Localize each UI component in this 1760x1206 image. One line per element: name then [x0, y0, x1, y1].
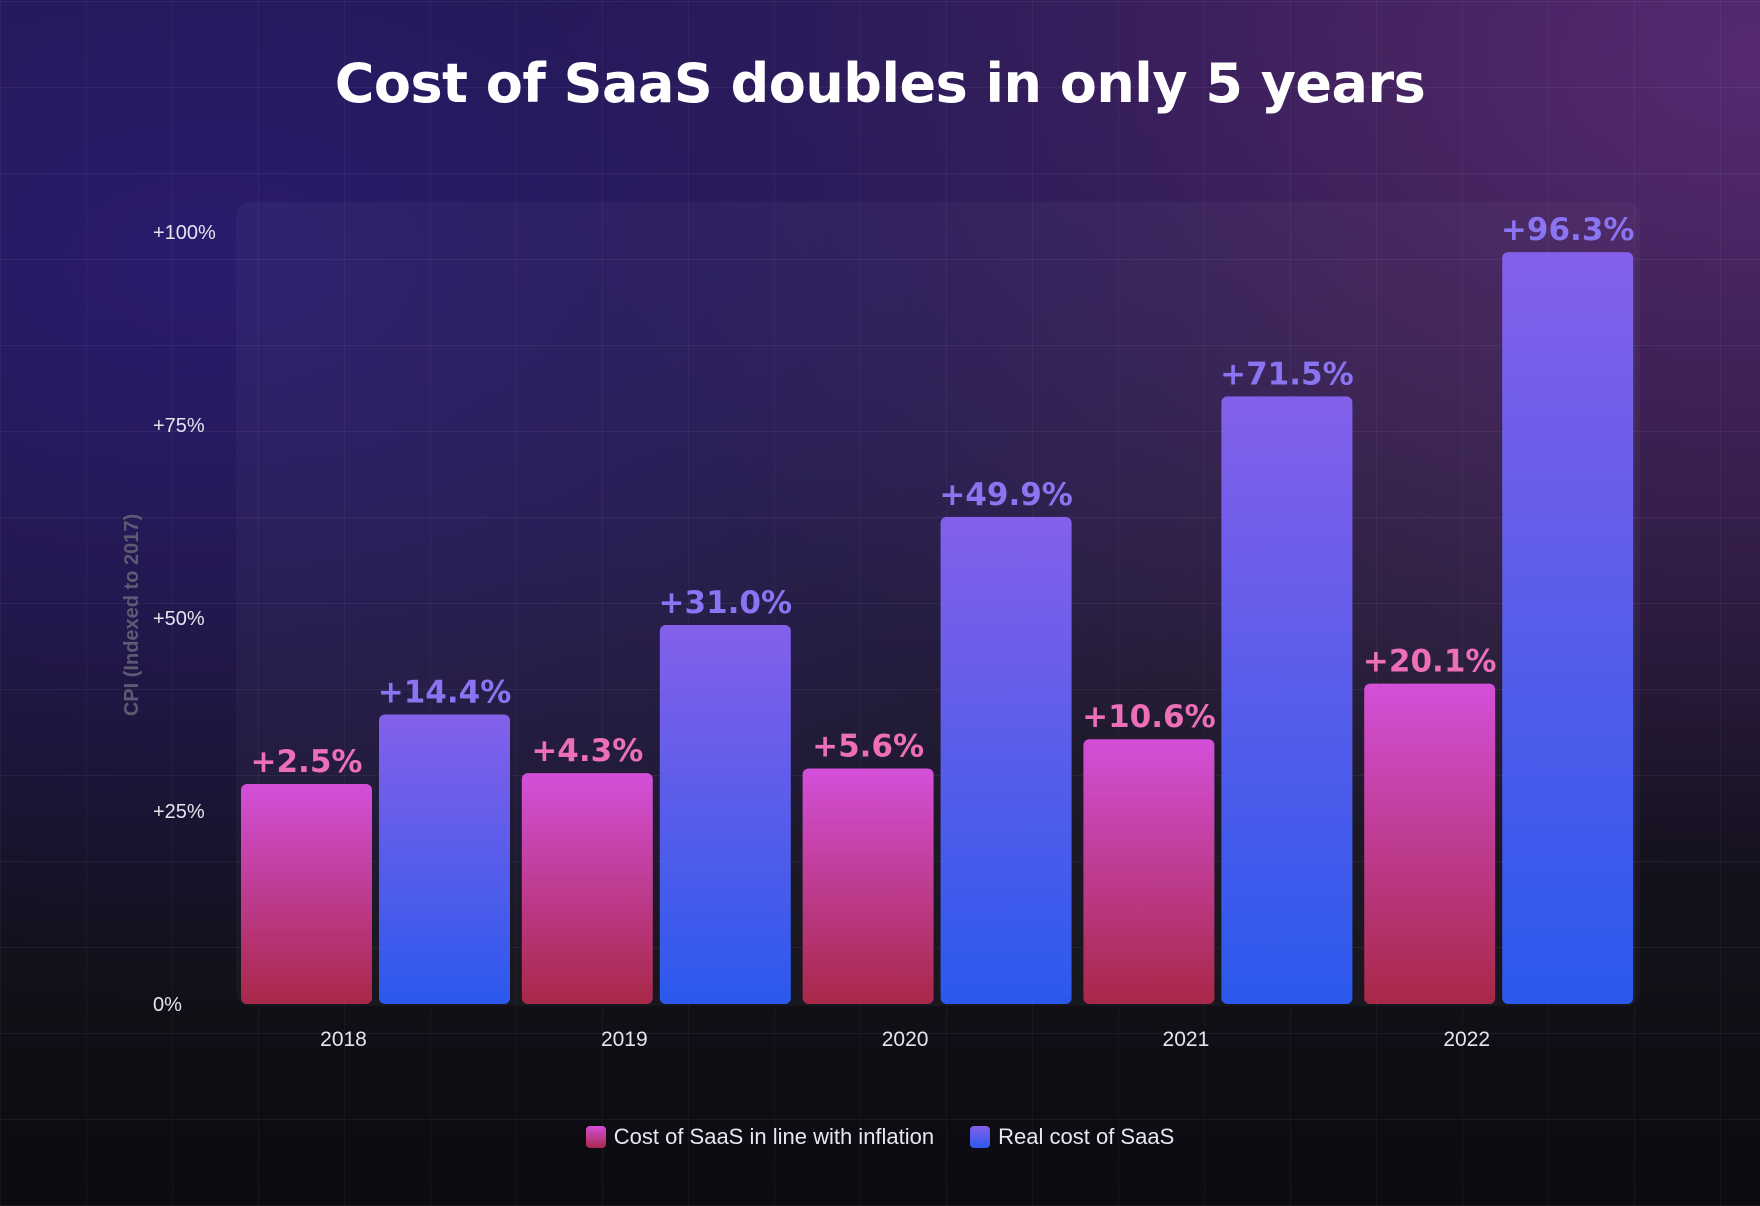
- data-label-inflation-2019: +4.3%: [531, 733, 643, 769]
- y-tick-label: +100%: [153, 222, 216, 244]
- y-tick-label: +25%: [153, 801, 205, 823]
- bar-inflation-2018: [241, 783, 372, 1004]
- bar-real-cost-2020: [940, 516, 1072, 1004]
- data-label-real-cost-2020: +49.9%: [939, 477, 1073, 513]
- bar-real-cost-2019: [659, 624, 791, 1004]
- bar-inflation-2022: [1364, 683, 1496, 1004]
- legend-item-inflation[interactable]: Cost of SaaS in line with inflation: [585, 1124, 935, 1150]
- x-tick-label: 2018: [320, 1028, 367, 1051]
- bar-inflation-2021: [1083, 739, 1215, 1004]
- data-label-inflation-2021: +10.6%: [1082, 699, 1216, 735]
- y-tick-label: +50%: [153, 608, 205, 630]
- data-label-real-cost-2019: +31.0%: [659, 585, 793, 621]
- bar-real-cost-2018: [379, 714, 510, 1004]
- legend-label-real-cost: Real cost of SaaS: [998, 1124, 1175, 1149]
- legend-swatch-inflation: [585, 1126, 606, 1148]
- chart-title: Cost of SaaS doubles in only 5 years: [334, 52, 1426, 115]
- data-label-inflation-2020: +5.6%: [812, 729, 924, 765]
- y-tick-label: 0%: [153, 994, 182, 1016]
- data-label-inflation-2022: +20.1%: [1363, 644, 1497, 680]
- x-tick-label: 2022: [1443, 1028, 1490, 1051]
- y-tick-label: +75%: [153, 415, 205, 437]
- x-tick-label: 2021: [1163, 1028, 1210, 1051]
- y-axis-label: CPI (Indexed to 2017): [121, 514, 143, 716]
- data-label-inflation-2018: +2.5%: [251, 744, 363, 780]
- x-tick-label: 2019: [601, 1028, 648, 1051]
- legend-item-real-cost[interactable]: Real cost of SaaS: [970, 1124, 1174, 1150]
- bar-inflation-2020: [802, 768, 934, 1004]
- x-tick-label: 2020: [882, 1028, 929, 1051]
- legend-swatch-real-cost: [970, 1126, 991, 1148]
- data-label-real-cost-2021: +71.5%: [1220, 356, 1354, 392]
- legend: Cost of SaaS in line with inflation Real…: [0, 1124, 1760, 1150]
- data-label-real-cost-2022: +96.3%: [1501, 212, 1635, 248]
- bar-real-cost-2021: [1221, 396, 1353, 1004]
- legend-label-inflation: Cost of SaaS in line with inflation: [613, 1124, 935, 1149]
- data-label-real-cost-2018: +14.4%: [378, 675, 512, 711]
- bar-real-cost-2022: [1502, 252, 1634, 1004]
- bar-inflation-2019: [521, 773, 653, 1004]
